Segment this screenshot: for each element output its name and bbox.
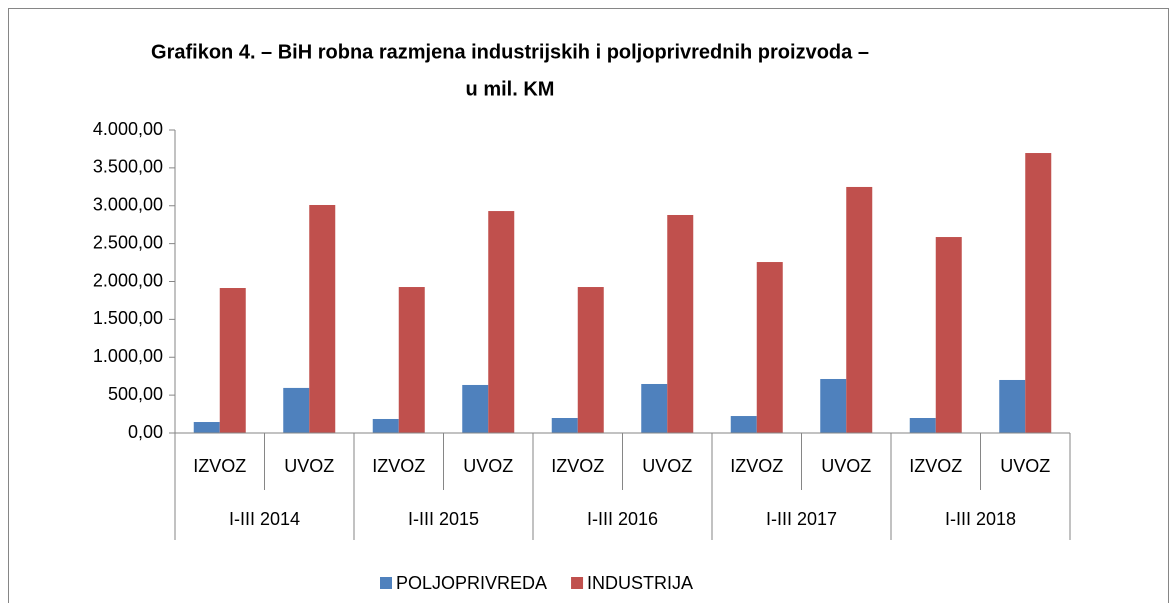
x-group-label: I-III 2016 [587, 509, 658, 529]
legend-label: POLJOPRIVREDA [396, 573, 547, 593]
x-tick-label: IZVOZ [372, 456, 425, 476]
bar [551, 418, 578, 433]
x-tick-label: UVOZ [284, 456, 334, 476]
y-tick-label: 1.500,00 [93, 308, 163, 328]
x-tick-label: IZVOZ [193, 456, 246, 476]
legend-label: INDUSTRIJA [587, 573, 693, 593]
x-tick-label: IZVOZ [909, 456, 962, 476]
bar [462, 384, 489, 433]
bar [219, 288, 246, 433]
bar [730, 416, 757, 433]
bar [935, 237, 962, 433]
x-group-label: I-III 2014 [229, 509, 300, 529]
x-group-label: I-III 2017 [766, 509, 837, 529]
legend-swatch [380, 577, 392, 589]
bar [309, 204, 336, 433]
x-group-label: I-III 2015 [408, 509, 479, 529]
bar [488, 211, 515, 433]
x-tick-label: UVOZ [821, 456, 871, 476]
chart-title: u mil. KM [466, 78, 555, 100]
bar [193, 422, 220, 433]
bar [909, 418, 936, 433]
bar [1025, 153, 1052, 433]
y-tick-label: 4.000,00 [93, 119, 163, 139]
bar [999, 379, 1026, 433]
bar [577, 287, 604, 433]
y-tick-label: 500,00 [108, 384, 163, 404]
y-tick-label: 3.500,00 [93, 157, 163, 177]
bar [641, 383, 668, 433]
x-tick-label: IZVOZ [730, 456, 783, 476]
x-tick-label: UVOZ [642, 456, 692, 476]
y-tick-label: 0,00 [128, 422, 163, 442]
y-tick-label: 1.000,00 [93, 346, 163, 366]
bar [667, 214, 694, 433]
x-tick-label: IZVOZ [551, 456, 604, 476]
x-tick-label: UVOZ [1000, 456, 1050, 476]
legend-swatch [571, 577, 584, 589]
y-tick-label: 3.000,00 [93, 195, 163, 215]
bar [372, 418, 399, 433]
bar [756, 262, 783, 433]
x-tick-label: UVOZ [463, 456, 513, 476]
bar [283, 387, 310, 433]
bar [820, 378, 847, 433]
x-group-label: I-III 2018 [945, 509, 1016, 529]
y-tick-label: 2.000,00 [93, 270, 163, 290]
bar [398, 287, 425, 433]
chart-title: Grafikon 4. – BiH robna razmjena industr… [151, 41, 869, 63]
bar [846, 186, 873, 433]
y-tick-label: 2.500,00 [93, 232, 163, 252]
